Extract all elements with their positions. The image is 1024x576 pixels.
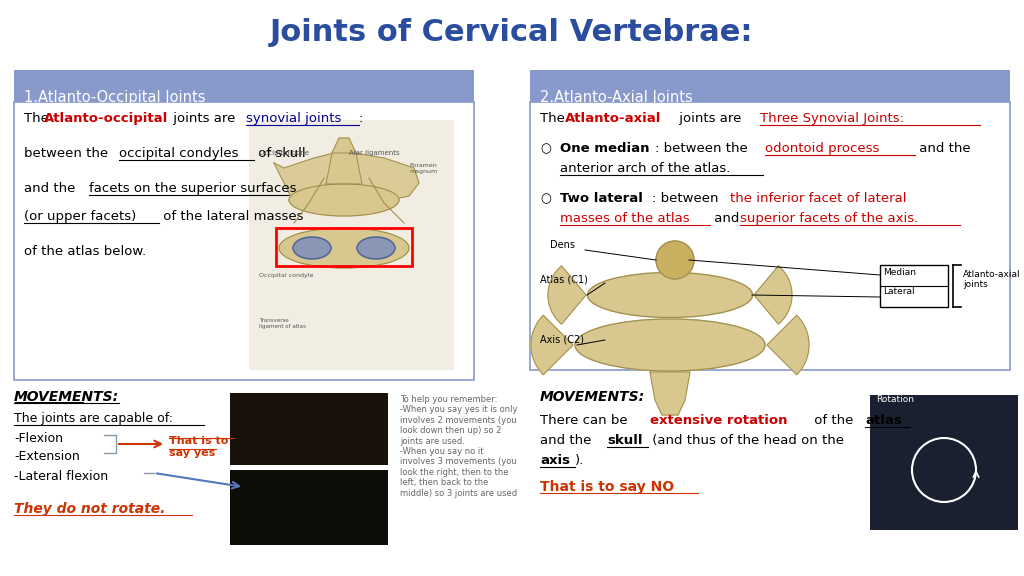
Ellipse shape: [588, 272, 753, 317]
Ellipse shape: [279, 228, 409, 268]
Polygon shape: [650, 372, 690, 415]
Text: odontoid process: odontoid process: [765, 142, 880, 155]
Text: facets on the superior surfaces: facets on the superior surfaces: [89, 182, 297, 195]
Wedge shape: [548, 266, 586, 324]
Text: synovial joints: synovial joints: [246, 112, 341, 125]
Text: There can be: There can be: [540, 414, 632, 427]
Text: ○: ○: [540, 192, 551, 205]
Text: -Extension: -Extension: [14, 450, 80, 463]
FancyBboxPatch shape: [14, 70, 474, 102]
Text: superior facets of the axis.: superior facets of the axis.: [740, 212, 919, 225]
Text: Occipital bone: Occipital bone: [259, 150, 309, 156]
Text: : between: : between: [652, 192, 723, 205]
Text: One median: One median: [560, 142, 649, 155]
Text: the inferior facet of lateral: the inferior facet of lateral: [730, 192, 906, 205]
Text: (or upper facets): (or upper facets): [24, 210, 136, 223]
Ellipse shape: [575, 319, 765, 371]
Ellipse shape: [357, 237, 395, 259]
FancyBboxPatch shape: [530, 102, 1010, 370]
Text: and: and: [710, 212, 743, 225]
Text: That is to say NO: That is to say NO: [540, 480, 674, 494]
Text: extensive rotation: extensive rotation: [650, 414, 787, 427]
Text: The: The: [540, 112, 569, 125]
Text: Joints of Cervical Vertebrae:: Joints of Cervical Vertebrae:: [270, 18, 754, 47]
Text: 1.Atlanto-Occipital Joints: 1.Atlanto-Occipital Joints: [24, 90, 206, 105]
Wedge shape: [754, 266, 792, 324]
Text: Two lateral: Two lateral: [560, 192, 643, 205]
Text: The: The: [24, 112, 53, 125]
Text: Three Synovial Joints:: Three Synovial Joints:: [760, 112, 904, 125]
Text: Rotation: Rotation: [876, 395, 914, 404]
Text: between the: between the: [24, 147, 113, 160]
FancyBboxPatch shape: [870, 395, 1018, 530]
Text: 2.Atlanto-Axial Joints: 2.Atlanto-Axial Joints: [540, 90, 693, 105]
Text: They do not rotate.: They do not rotate.: [14, 502, 165, 516]
Text: Atlanto-axial: Atlanto-axial: [565, 112, 662, 125]
Text: ○: ○: [540, 142, 551, 155]
Wedge shape: [531, 315, 573, 375]
Text: skull: skull: [607, 434, 642, 447]
Text: Lateral: Lateral: [883, 287, 914, 296]
Text: Occipital condyle: Occipital condyle: [259, 273, 313, 278]
Text: Transverse
ligament of atlas: Transverse ligament of atlas: [259, 318, 306, 329]
Ellipse shape: [656, 241, 694, 279]
Ellipse shape: [289, 184, 399, 216]
Text: of the lateral masses: of the lateral masses: [159, 210, 303, 223]
Text: masses of the atlas: masses of the atlas: [560, 212, 689, 225]
Text: occipital condyles: occipital condyles: [119, 147, 239, 160]
Text: Atlas (C1): Atlas (C1): [540, 275, 588, 285]
Text: Median: Median: [883, 268, 916, 277]
Text: axis: axis: [540, 454, 570, 467]
Text: and the: and the: [915, 142, 971, 155]
Text: of skull: of skull: [254, 147, 305, 160]
Text: (and thus of the head on the: (and thus of the head on the: [648, 434, 844, 447]
Text: and the: and the: [540, 434, 596, 447]
Ellipse shape: [293, 237, 331, 259]
Text: MOVEMENTS:: MOVEMENTS:: [14, 390, 119, 404]
Polygon shape: [326, 138, 362, 184]
Text: and the: and the: [24, 182, 80, 195]
Text: -Lateral flexion: -Lateral flexion: [14, 470, 109, 483]
Text: The joints are capable of:: The joints are capable of:: [14, 412, 173, 425]
Text: atlas: atlas: [865, 414, 902, 427]
FancyBboxPatch shape: [230, 393, 388, 465]
Text: anterior arch of the atlas.: anterior arch of the atlas.: [560, 162, 730, 175]
Wedge shape: [767, 315, 809, 375]
FancyBboxPatch shape: [249, 120, 454, 370]
Text: Alar ligaments: Alar ligaments: [349, 150, 399, 156]
Text: of the: of the: [810, 414, 858, 427]
Text: ).: ).: [575, 454, 585, 467]
Text: MOVEMENTS:: MOVEMENTS:: [540, 390, 645, 404]
Text: Atlanto-axial
joints: Atlanto-axial joints: [963, 270, 1021, 289]
FancyBboxPatch shape: [230, 470, 388, 545]
FancyBboxPatch shape: [530, 70, 1010, 102]
Text: Dens: Dens: [550, 240, 575, 250]
FancyBboxPatch shape: [14, 102, 474, 380]
Text: joints are: joints are: [675, 112, 745, 125]
Text: __________: __________: [14, 390, 84, 404]
Text: Foramen
magnum: Foramen magnum: [409, 163, 437, 174]
Text: : between the: : between the: [655, 142, 752, 155]
Text: Atlanto-occipital: Atlanto-occipital: [44, 112, 168, 125]
Text: of the atlas below.: of the atlas below.: [24, 245, 146, 258]
Text: :: :: [359, 112, 364, 125]
FancyBboxPatch shape: [880, 265, 948, 307]
Text: joints are: joints are: [169, 112, 240, 125]
Text: That is to
say yes: That is to say yes: [169, 436, 228, 457]
Text: Axis (C2): Axis (C2): [540, 335, 584, 345]
Text: To help you remember:
-When you say yes it is only
involves 2 movements (you
loo: To help you remember: -When you say yes …: [400, 395, 517, 498]
Text: -Flexion: -Flexion: [14, 432, 63, 445]
Polygon shape: [274, 153, 419, 206]
